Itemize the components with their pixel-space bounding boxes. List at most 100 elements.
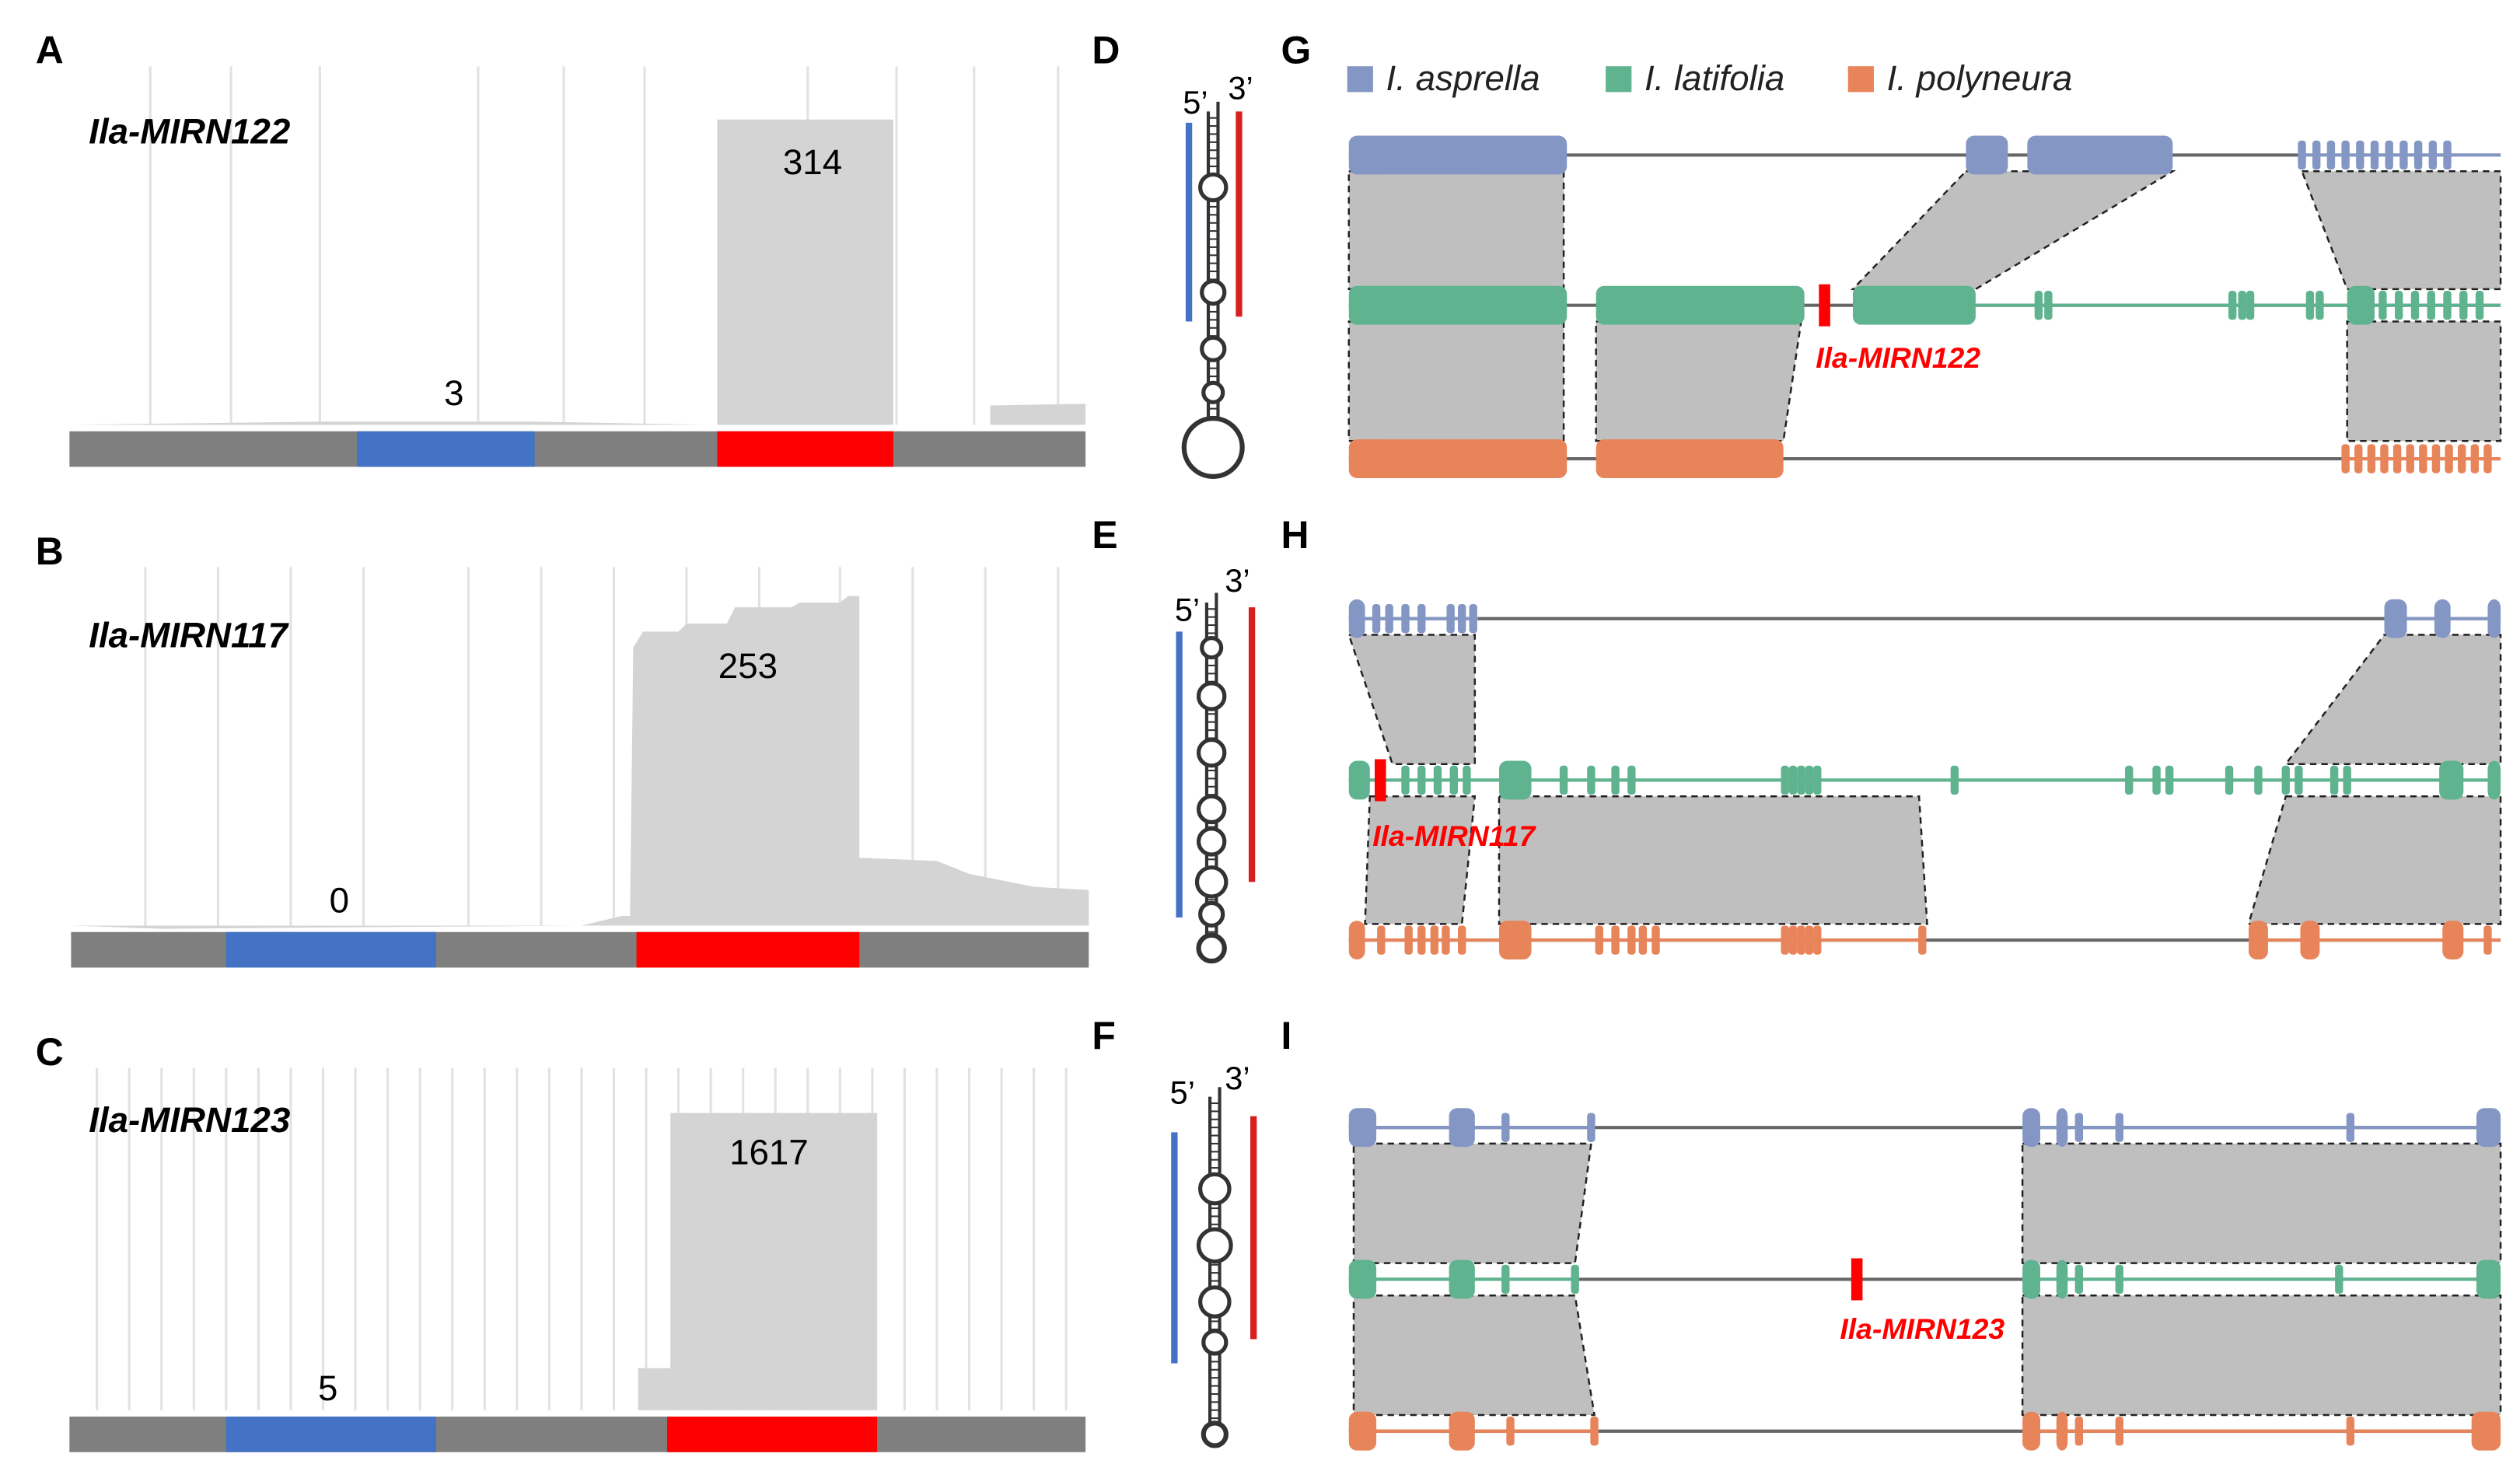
exon — [2410, 290, 2420, 320]
star-region — [357, 431, 535, 467]
exon — [2343, 765, 2351, 795]
exon — [2487, 760, 2501, 800]
exon — [1852, 285, 1976, 325]
exon — [2330, 765, 2339, 795]
panel-letter: F — [1092, 1014, 1115, 1057]
exon — [1966, 135, 2008, 175]
exon — [2346, 1417, 2355, 1446]
exon — [1449, 1411, 1475, 1451]
synteny-block — [2300, 169, 2502, 291]
exon — [1463, 765, 1471, 795]
exon — [2370, 140, 2379, 170]
exon — [1348, 1108, 1377, 1148]
exon — [1918, 925, 1927, 955]
exon — [2356, 140, 2364, 170]
exon — [2384, 599, 2407, 638]
bulge — [1200, 636, 1224, 660]
synteny-block — [2021, 1294, 2502, 1417]
exon — [2335, 1264, 2343, 1295]
star-count: 0 — [330, 880, 349, 920]
mature-count: 1617 — [729, 1133, 809, 1172]
coverage-profile — [638, 1113, 878, 1410]
exon — [2295, 765, 2303, 795]
mature-count: 314 — [783, 142, 842, 182]
synteny-block — [1352, 1294, 1596, 1417]
exon — [1348, 921, 1365, 960]
exon — [1805, 925, 1814, 955]
exon — [2434, 599, 2451, 638]
mature-region — [636, 931, 860, 968]
exon — [2034, 290, 2043, 320]
exon — [1559, 765, 1568, 795]
mirna-locus — [1851, 1258, 1863, 1301]
bulge — [1201, 1329, 1229, 1356]
bulge — [1200, 278, 1227, 306]
exon — [1501, 1113, 1510, 1142]
exon — [1348, 599, 1365, 638]
exon — [1627, 765, 1636, 795]
exon — [1401, 765, 1410, 795]
exon — [2125, 765, 2134, 795]
exon — [2152, 765, 2161, 795]
exon — [2476, 1260, 2501, 1299]
exon — [1571, 1264, 1579, 1295]
coverage-profile — [69, 119, 1086, 425]
exon — [2074, 1264, 2084, 1295]
exon — [2281, 765, 2290, 795]
exon — [1446, 604, 1455, 634]
exon — [2165, 765, 2174, 795]
panel-letter: G — [1281, 29, 1312, 72]
exon — [1401, 604, 1410, 634]
exon — [2347, 285, 2375, 325]
exon — [2074, 1417, 2084, 1446]
mirna-label: Ila-MIRN117 — [1372, 819, 1536, 852]
exon — [1781, 925, 1789, 955]
exon — [2326, 140, 2336, 170]
exon — [2056, 1411, 2068, 1451]
exon — [1501, 1264, 1510, 1295]
exon — [2341, 140, 2350, 170]
exon — [1797, 925, 1805, 955]
panel-letter: E — [1092, 513, 1117, 557]
legend-swatch — [1347, 66, 1373, 93]
mirna-locus — [1819, 284, 1830, 327]
three-prime: 3’ — [1228, 69, 1253, 106]
exon — [2458, 444, 2466, 473]
mirna-label: Ila-MIRN122 — [1816, 341, 1980, 374]
exon — [2346, 1113, 2355, 1142]
exon — [2443, 290, 2452, 320]
bulge — [1196, 826, 1227, 857]
synteny-block — [2247, 795, 2502, 925]
exon — [1430, 925, 1439, 955]
synteny-block — [1347, 320, 1565, 442]
exon — [2027, 135, 2173, 175]
synteny-block — [2346, 320, 2502, 442]
exon — [2022, 1411, 2040, 1451]
panel-letter: C — [36, 1030, 64, 1074]
terminal-loop — [1201, 1420, 1229, 1448]
star-count: 3 — [444, 373, 463, 413]
exon — [1417, 925, 1426, 955]
exon — [1590, 1417, 1599, 1446]
exon — [2022, 1260, 2040, 1299]
synteny-block — [1347, 169, 1565, 291]
exon — [1627, 925, 1636, 955]
synteny-block — [1498, 795, 1928, 925]
exon — [2427, 290, 2435, 320]
exon — [1458, 604, 1466, 634]
exon — [1587, 765, 1596, 795]
exon — [2238, 290, 2246, 320]
precursor-bar — [71, 931, 1089, 968]
exon — [2443, 140, 2452, 170]
hairpin-stem — [1206, 101, 1220, 419]
exon — [1348, 760, 1370, 800]
exon — [2413, 140, 2423, 170]
exon — [2392, 444, 2402, 473]
bulge — [1201, 380, 1225, 404]
exon — [1813, 765, 1822, 795]
exon — [2225, 765, 2234, 795]
exon — [2341, 444, 2350, 473]
panel-letter: I — [1281, 1014, 1292, 1057]
exon — [2406, 444, 2414, 473]
star-region — [225, 931, 436, 968]
